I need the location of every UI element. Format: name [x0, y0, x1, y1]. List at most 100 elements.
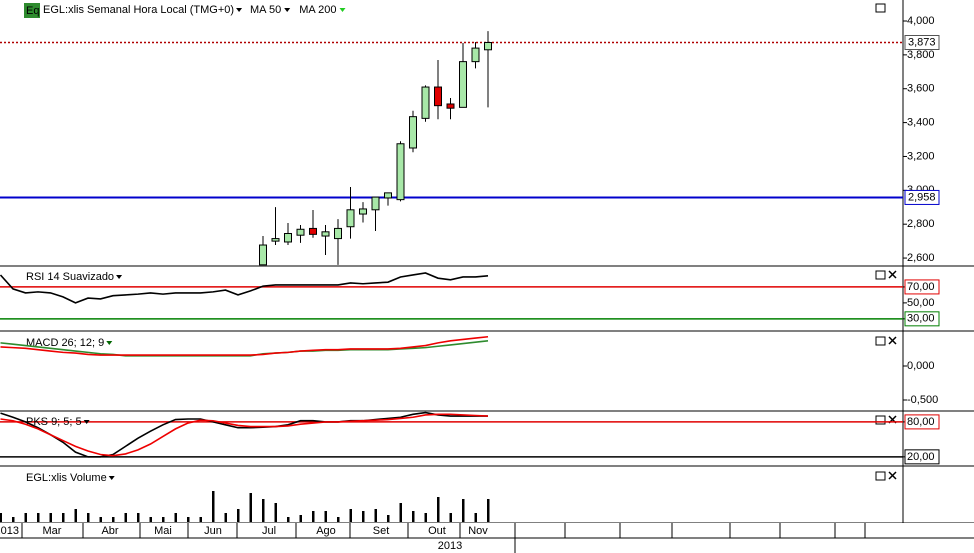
volume-bar	[224, 513, 227, 522]
volume-bar	[162, 517, 165, 522]
legend-entry[interactable]: MA 50	[250, 4, 281, 16]
month-label: 2013	[0, 525, 19, 537]
candle-body	[384, 192, 392, 199]
volume-bar	[187, 517, 190, 522]
candle-body	[284, 233, 292, 243]
tick-label-box	[904, 311, 940, 327]
tick-label-box	[904, 449, 940, 465]
volume-bar	[174, 513, 177, 522]
candle-body	[346, 209, 355, 228]
month-label: Set	[373, 525, 390, 537]
volume-bar	[212, 491, 215, 522]
candle-body	[446, 103, 455, 109]
volume-bar	[437, 497, 440, 522]
candle-body	[396, 143, 405, 201]
y-tick-label: 2,600	[907, 252, 935, 264]
dropdown-arrow[interactable]	[116, 275, 123, 279]
dropdown-arrow[interactable]	[339, 8, 346, 12]
maximize-button[interactable]	[875, 471, 886, 481]
candle-body	[371, 196, 380, 211]
pane-title[interactable]: EGL:xlis Volume	[26, 472, 107, 484]
pane-title[interactable]: RSI 14 Suavizado	[26, 271, 114, 283]
volume-bar	[24, 513, 27, 522]
y-tick-label: 0,000	[907, 360, 935, 372]
volume-bar	[124, 513, 127, 522]
volume-bar	[249, 493, 252, 522]
indicator-line	[0, 272, 489, 304]
icon-label: Eq	[26, 5, 39, 17]
pane-title[interactable]: MACD 26; 12; 9	[26, 337, 104, 349]
close-button[interactable]	[888, 270, 897, 279]
volume-bar	[99, 517, 102, 522]
maximize-button[interactable]	[875, 270, 886, 280]
volume-bar	[87, 513, 90, 522]
candle-body	[409, 116, 417, 149]
volume-bar	[112, 517, 115, 522]
volume-bar	[462, 499, 465, 522]
month-label: Mar	[43, 525, 62, 537]
month-label: Jul	[262, 525, 276, 537]
price-label: 3,873	[908, 36, 936, 48]
month-label: Mai	[154, 525, 172, 537]
volume-bar	[337, 517, 340, 522]
close-button[interactable]	[888, 471, 897, 480]
volume-bar	[137, 513, 140, 522]
y-tick-label: 3,400	[907, 117, 935, 129]
candle-body	[434, 86, 442, 107]
pane-title[interactable]: PKS 9; 5; 5	[26, 416, 82, 428]
y-tick-label: 3,600	[907, 83, 935, 95]
month-label: Ago	[316, 525, 336, 537]
y-tick-label: 4,000	[907, 15, 935, 27]
indicator-line	[0, 411, 488, 458]
maximize-button[interactable]	[875, 336, 886, 346]
y-tick-label: -0,500	[907, 394, 938, 406]
y-tick-label: 80,00	[907, 416, 935, 428]
tick-label-box	[904, 414, 940, 430]
legend-entry[interactable]: MA 200	[299, 4, 336, 16]
y-tick-label: 70,00	[907, 281, 935, 293]
month-label: Jun	[204, 525, 222, 537]
volume-bar	[424, 513, 427, 522]
candle-body	[459, 61, 467, 108]
indicator-line	[0, 335, 489, 356]
candle-body	[359, 208, 367, 215]
dropdown-arrow[interactable]	[83, 420, 90, 424]
indicator-line	[0, 413, 489, 457]
candle-body	[334, 227, 342, 240]
pane-title[interactable]: EGL:xlis Semanal Hora Local (TMG+0)	[43, 4, 234, 16]
volume-bar	[412, 511, 415, 522]
y-tick-label: 3,800	[907, 49, 935, 61]
y-tick-label: 2,800	[907, 218, 935, 230]
price-label: 2,958	[908, 191, 936, 203]
candle-body	[321, 231, 330, 237]
month-label: Abr	[101, 525, 118, 537]
volume-bar	[12, 517, 15, 522]
month-label: Out	[428, 525, 446, 537]
maximize-button[interactable]	[875, 3, 886, 13]
volume-bar	[37, 513, 40, 522]
volume-bar	[237, 509, 240, 522]
volume-bar	[387, 515, 390, 522]
dropdown-arrow[interactable]	[236, 8, 243, 12]
volume-bar	[312, 511, 315, 522]
maximize-button[interactable]	[875, 415, 886, 425]
y-tick-label: 3,200	[907, 150, 935, 162]
volume-bar	[399, 503, 402, 522]
dropdown-arrow[interactable]	[284, 8, 291, 12]
volume-bar	[349, 509, 352, 522]
volume-bar	[199, 517, 202, 522]
candle-body	[259, 244, 267, 266]
candle-body	[309, 227, 317, 235]
close-button[interactable]	[888, 336, 897, 345]
volume-bar	[362, 511, 365, 522]
eq-icon[interactable]	[24, 3, 40, 18]
tick-label-box	[904, 279, 940, 295]
y-tick-label: 20,00	[907, 451, 935, 463]
volume-bar	[0, 513, 2, 522]
dropdown-arrow[interactable]	[106, 341, 113, 345]
volume-bar	[374, 509, 377, 522]
dropdown-arrow[interactable]	[108, 476, 115, 480]
candle-body	[296, 228, 305, 236]
price-label-box	[904, 35, 940, 51]
candle-body	[471, 47, 480, 63]
